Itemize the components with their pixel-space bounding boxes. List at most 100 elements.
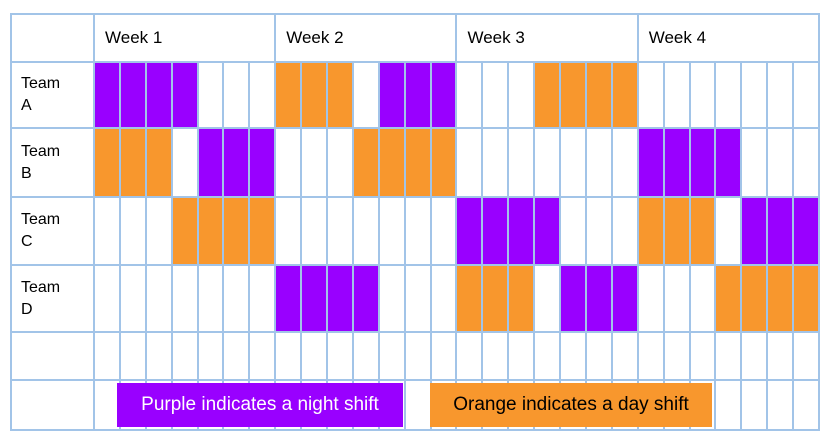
shift-cell-c-day-26-night: [742, 198, 769, 266]
shift-cell-b-day-23-night: [664, 129, 691, 199]
shift-cell-d-day-22-off: [638, 265, 665, 334]
shift-cell-a-day-10-day: [328, 62, 354, 130]
shift-cell-a-day-3-night: [146, 62, 173, 130]
shift-cell-b-day-4-off: [172, 129, 199, 199]
shift-cell-c-day-13-off: [405, 198, 432, 266]
shift-cell-b-day-15-off: [457, 129, 484, 199]
shift-cell-a-day-6-off: [224, 62, 251, 130]
shift-cell-b-day-26-off: [742, 129, 769, 199]
shift-cell-d-day-8-night: [276, 265, 303, 334]
legend-row-cell: [405, 381, 432, 431]
shift-cell-c-day-15-night: [457, 198, 484, 266]
spacer-cell: [353, 333, 380, 382]
shift-cell-c-day-3-off: [146, 198, 173, 266]
shift-cell-c-day-24-day: [690, 198, 717, 266]
shift-cell-a-day-24-off: [690, 62, 717, 130]
shift-cell-c-day-1-off: [95, 198, 121, 266]
spacer-cell: [509, 333, 536, 382]
spacer-cell: [638, 333, 665, 382]
shift-cell-d-day-9-night: [302, 265, 329, 334]
shift-cell-d-day-25-day: [716, 265, 743, 334]
spacer-cell: [95, 333, 121, 382]
team-label-line: Team: [21, 278, 61, 296]
shift-cell-c-day-11-off: [353, 198, 380, 266]
legend-row-cell: [768, 381, 795, 431]
spacer-cell: [457, 333, 484, 382]
shift-cell-c-day-8-off: [276, 198, 303, 266]
shift-cell-d-day-10-night: [328, 265, 354, 334]
spacer-cell: [690, 333, 717, 382]
shift-cell-d-day-11-night: [353, 265, 380, 334]
shift-cell-a-day-1-night: [95, 62, 121, 130]
spacer-cell: [794, 333, 820, 382]
legend-row-cell: [794, 381, 820, 431]
shift-cell-b-day-3-day: [146, 129, 173, 199]
shift-cell-d-day-14-off: [431, 265, 458, 334]
shift-cell-c-day-20-off: [586, 198, 613, 266]
shift-schedule-table: Purple indicates a night shift Orange in…: [10, 13, 820, 431]
shift-cell-c-day-5-day: [198, 198, 225, 266]
shift-cell-b-day-27-off: [768, 129, 795, 199]
shift-cell-a-day-16-off: [483, 62, 510, 130]
shift-cell-c-day-21-off: [612, 198, 639, 266]
team-label-line: Team: [21, 210, 61, 228]
spacer-cell: [146, 333, 173, 382]
team-label-line: A: [21, 97, 32, 115]
spacer-cell: [483, 333, 510, 382]
shift-cell-a-day-18-day: [535, 62, 562, 130]
legend-night-shift-box: Purple indicates a night shift: [117, 383, 403, 427]
shift-cell-c-day-9-off: [302, 198, 329, 266]
shift-cell-b-day-6-night: [224, 129, 251, 199]
spacer-cell: [405, 333, 432, 382]
shift-cell-a-day-20-day: [586, 62, 613, 130]
spacer-cell: [328, 333, 354, 382]
legend-row-cell: [742, 381, 769, 431]
spacer-cell: [198, 333, 225, 382]
shift-cell-a-day-22-off: [638, 62, 665, 130]
spacer-cell: [250, 333, 277, 382]
shift-cell-b-day-10-off: [328, 129, 354, 199]
shift-cell-d-day-7-off: [250, 265, 277, 334]
shift-cell-b-day-5-night: [198, 129, 225, 199]
spacer-cell: [120, 333, 147, 382]
shift-cell-a-day-27-off: [768, 62, 795, 130]
shift-cell-c-day-27-night: [768, 198, 795, 266]
shift-cell-c-day-19-off: [561, 198, 587, 266]
shift-cell-d-day-26-day: [742, 265, 769, 334]
shift-cell-c-day-25-off: [716, 198, 743, 266]
shift-cell-d-day-28-day: [794, 265, 820, 334]
shift-cell-d-day-13-off: [405, 265, 432, 334]
shift-cell-d-day-24-off: [690, 265, 717, 334]
shift-cell-d-day-16-day: [483, 265, 510, 334]
shift-cell-b-day-7-night: [250, 129, 277, 199]
week-2-header: Week 2: [276, 15, 458, 63]
shift-cell-c-day-28-night: [794, 198, 820, 266]
shift-cell-d-day-27-day: [768, 265, 795, 334]
shift-cell-b-day-2-day: [120, 129, 147, 199]
shift-cell-b-day-21-off: [612, 129, 639, 199]
shift-cell-a-day-9-day: [302, 62, 329, 130]
spacer-cell: [586, 333, 613, 382]
shift-cell-c-day-7-day: [250, 198, 277, 266]
team-label-line: Team: [21, 75, 61, 93]
shift-cell-a-day-13-night: [405, 62, 432, 130]
spacer-cell: [172, 333, 199, 382]
shift-cell-c-day-16-night: [483, 198, 510, 266]
spacer-cell: [768, 333, 795, 382]
shift-cell-c-day-10-off: [328, 198, 354, 266]
spacer-cell: [431, 333, 458, 382]
week-3-header: Week 3: [457, 15, 639, 63]
spacer-cell: [561, 333, 587, 382]
team-label-c: Team C: [12, 198, 95, 266]
shift-cell-d-day-17-day: [509, 265, 536, 334]
shift-cell-d-day-5-off: [198, 265, 225, 334]
shift-cell-d-day-20-night: [586, 265, 613, 334]
shift-cell-b-day-1-day: [95, 129, 121, 199]
shift-cell-b-day-28-off: [794, 129, 820, 199]
shift-cell-a-day-5-off: [198, 62, 225, 130]
shift-cell-a-day-23-off: [664, 62, 691, 130]
shift-cell-a-day-7-off: [250, 62, 277, 130]
spacer-label-cell: [12, 333, 95, 382]
spacer-cell: [664, 333, 691, 382]
shift-cell-d-day-6-off: [224, 265, 251, 334]
